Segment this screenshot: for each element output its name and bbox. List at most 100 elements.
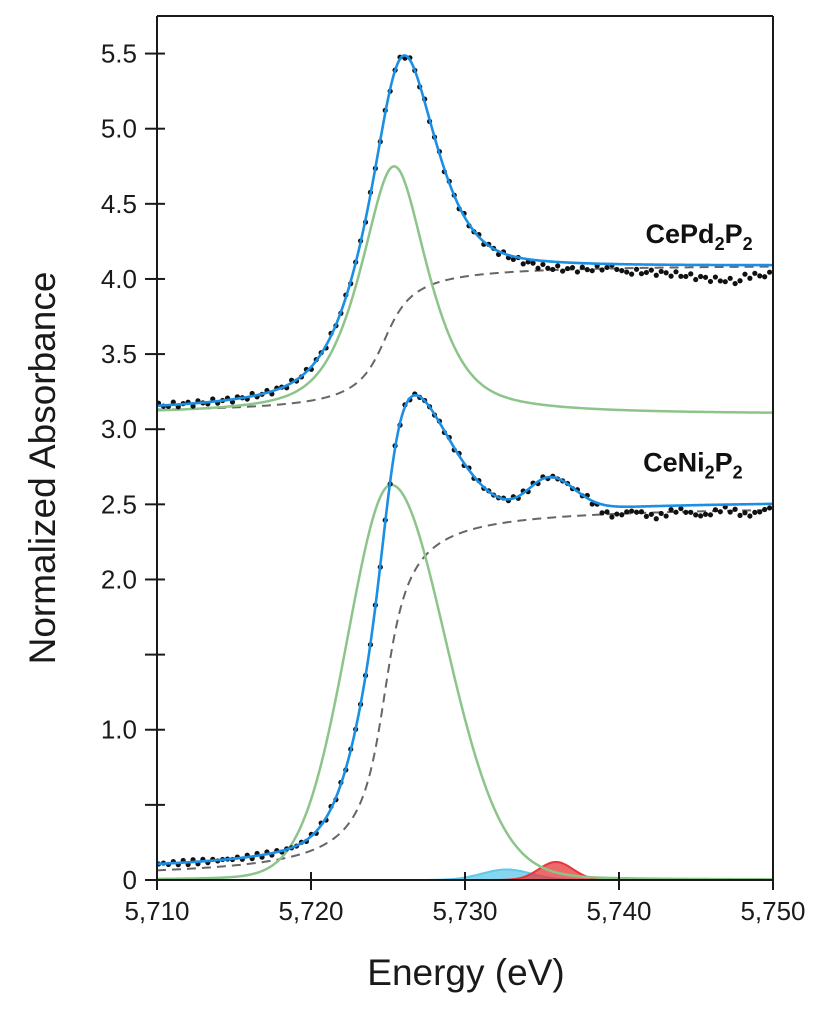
data-point [732, 280, 738, 287]
data-point [653, 516, 659, 522]
data-point [520, 261, 526, 267]
data-point [693, 276, 699, 283]
data-point [722, 279, 728, 285]
data-point [658, 510, 664, 517]
data-point [624, 509, 630, 515]
data-point [762, 506, 768, 513]
data-point [653, 272, 659, 278]
data-point [614, 511, 620, 517]
y-tick-label: 0 [123, 865, 137, 895]
y-tick-label: 3.0 [101, 414, 137, 444]
ceni2p2-white-line-peak [156, 483, 774, 881]
data-point [550, 266, 556, 273]
data-point [752, 270, 758, 276]
data-point [742, 271, 748, 277]
data-point [683, 509, 689, 515]
data-point [767, 505, 773, 511]
data-point [599, 510, 605, 516]
data-point [702, 511, 709, 517]
cepd2p2-edge-step [156, 265, 774, 411]
data-point [747, 275, 753, 281]
ceni2p2-fit-line [156, 393, 774, 866]
ceni2p2-label: CeNi2P2 [643, 447, 743, 482]
data-point [762, 274, 768, 280]
cepd2p2-white-line-peak [156, 164, 774, 414]
data-point [757, 273, 763, 279]
data-point [624, 269, 630, 275]
data-point [648, 511, 654, 517]
data-point [584, 267, 590, 273]
x-tick-label: 5,730 [432, 896, 497, 926]
data-point [589, 268, 595, 274]
cepd2p2-fit-line [156, 54, 773, 408]
data-point [633, 509, 640, 515]
ceni2p2-edge-step [156, 509, 774, 872]
data-point [648, 267, 654, 273]
data-point [688, 271, 694, 277]
data-point [643, 513, 650, 519]
plot-area [155, 54, 774, 881]
data-point [767, 269, 773, 275]
data-point [698, 513, 704, 519]
x-tick-label: 5,720 [278, 896, 343, 926]
data-point [604, 264, 610, 271]
data-point [604, 509, 610, 515]
data-point [535, 265, 541, 271]
data-point [663, 513, 669, 519]
data-point [555, 263, 561, 269]
data-point [717, 509, 723, 515]
data-point [707, 278, 714, 285]
data-point [574, 269, 581, 275]
data-point [727, 275, 733, 281]
data-point [688, 509, 694, 515]
data-point [742, 510, 748, 516]
data-point [757, 509, 763, 515]
data-point [737, 278, 743, 284]
y-axis-title: Normalized Absorbance [22, 272, 63, 665]
data-point [732, 506, 738, 512]
data-point [668, 507, 674, 513]
y-tick-label: 3.5 [101, 339, 137, 369]
data-point [752, 509, 758, 515]
data-point [638, 509, 645, 515]
data-point [663, 270, 669, 276]
data-point [510, 256, 516, 262]
data-point [717, 278, 723, 284]
y-tick-label: 2.5 [101, 489, 137, 519]
cepd2p2-label: CePd2P2 [646, 219, 753, 254]
data-point [707, 512, 714, 518]
data-point [658, 268, 664, 275]
data-point [619, 268, 625, 274]
y-tick-label: 1.0 [101, 715, 137, 745]
axes [145, 15, 774, 890]
data-point [599, 267, 605, 273]
data-point [564, 265, 571, 272]
data-point [698, 273, 704, 280]
y-tick-label: 4.0 [101, 264, 137, 294]
data-point [737, 512, 743, 518]
data-point [579, 264, 585, 270]
y-tick-label: 5.0 [101, 114, 137, 144]
x-tick-label: 5,710 [124, 896, 189, 926]
data-point [678, 505, 684, 512]
data-point [633, 266, 640, 272]
data-point [560, 268, 566, 274]
data-point [638, 271, 645, 277]
x-axis-title: Energy (eV) [367, 952, 564, 993]
data-point [609, 514, 615, 520]
data-point [673, 269, 679, 275]
data-point [629, 271, 635, 277]
data-point [712, 274, 719, 280]
data-point [629, 508, 635, 514]
data-point [678, 273, 684, 279]
labels: Energy (eV) Normalized Absorbance 0 1.0 2.… [22, 39, 806, 993]
y-tick-label: 4.5 [101, 189, 137, 219]
data-point [619, 512, 625, 518]
data-point [530, 260, 536, 266]
data-point [545, 265, 551, 271]
data-point [693, 512, 699, 518]
data-point [747, 513, 753, 519]
y-tick-label: 5.5 [101, 39, 137, 69]
data-point [668, 273, 674, 279]
